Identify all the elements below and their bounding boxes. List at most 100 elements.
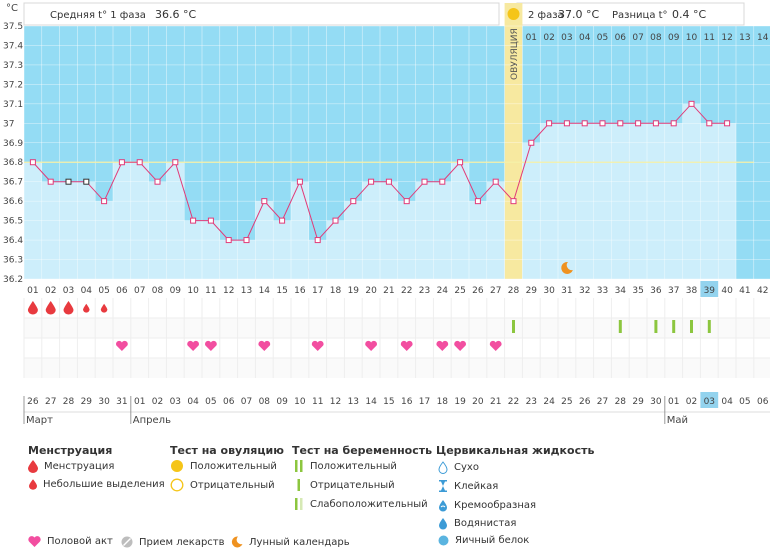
cycle-day-label: 29 xyxy=(526,286,538,296)
y-tick-label: 37.1 xyxy=(3,100,23,110)
temperature-point xyxy=(635,120,642,127)
cycle-day-label: 18 xyxy=(330,286,342,296)
temperature-difference-label: Разница t° xyxy=(612,10,668,21)
temperature-point xyxy=(385,178,392,185)
calendar-date-label: 03 xyxy=(704,397,715,407)
legend-item-ovulation-negative: Отрицательный xyxy=(170,478,275,492)
temperature-point xyxy=(83,178,90,185)
cycle-day-label: 33 xyxy=(597,286,608,296)
temperature-bar xyxy=(433,181,452,279)
y-tick-label: 36.5 xyxy=(3,217,23,227)
test-strip-icon xyxy=(512,320,515,333)
calendar-date-label: 29 xyxy=(632,397,644,407)
legend-item-ovulation-positive: Положительный xyxy=(170,459,277,473)
temperature-point xyxy=(65,178,72,185)
calendar-date-label: 21 xyxy=(490,397,501,407)
calendar-date-label: 02 xyxy=(152,397,163,407)
y-tick-label: 37.5 xyxy=(3,22,23,32)
temperature-point xyxy=(492,178,499,185)
calendar-date-label: 25 xyxy=(561,397,572,407)
temperature-bar xyxy=(77,181,96,279)
weak-stripe-icon xyxy=(295,498,303,510)
temperature-bar xyxy=(522,142,541,279)
blood-drop-icon xyxy=(45,301,56,315)
heart-icon xyxy=(205,340,217,351)
single-stripe-icon xyxy=(297,479,300,491)
temperature-point xyxy=(261,198,268,205)
ovulation-sun-icon xyxy=(507,8,520,20)
temperature-bar xyxy=(486,181,505,279)
temperature-bar xyxy=(682,103,701,279)
phase2-day-label: 06 xyxy=(615,33,627,43)
cycle-day-label: 35 xyxy=(632,286,643,296)
cycle-day-label: 13 xyxy=(241,286,252,296)
symptom-row xyxy=(24,298,770,318)
legend-item-cf-watery: Водянистая xyxy=(438,517,516,530)
calendar-date-label: 11 xyxy=(312,397,323,407)
phase2-average-value: 37.0 °C xyxy=(558,8,599,21)
legend-title-ovulation-test: Тест на овуляцию xyxy=(170,444,284,457)
pill-icon xyxy=(121,536,133,548)
legend-label-cf-watery: Водянистая xyxy=(454,518,517,529)
temperature-bar xyxy=(362,181,380,279)
month-label: Март xyxy=(26,415,53,426)
heart-icon xyxy=(436,340,449,351)
temperature-point xyxy=(225,237,232,244)
double-stripe-icon xyxy=(295,460,303,472)
temperature-point xyxy=(457,159,464,166)
cycle-day-label: 41 xyxy=(739,286,750,296)
temperature-point xyxy=(314,237,321,244)
legend-item-cf-sticky: Клейкая xyxy=(438,480,498,492)
calendar-date-label: 27 xyxy=(45,397,56,407)
phase2-day-label: 11 xyxy=(704,33,715,43)
legend-item-pregnancy-weak: Слабоположительный xyxy=(294,498,428,510)
cycle-day-label: 20 xyxy=(365,286,377,296)
legend-label-spotting: Небольшие выделения xyxy=(43,479,165,490)
temperature-point xyxy=(154,178,161,185)
cycle-day-label: 27 xyxy=(490,286,501,296)
phase2-day-label: 05 xyxy=(597,33,608,43)
phase2-day-label: 04 xyxy=(579,33,591,43)
legend-label-medication: Прием лекарств xyxy=(139,536,225,548)
temperature-bar xyxy=(380,181,398,279)
heart-icon xyxy=(187,340,199,351)
temperature-point xyxy=(190,217,197,224)
cycle-day-label: 15 xyxy=(276,286,287,296)
calendar-date-label: 26 xyxy=(27,397,39,407)
calendar-date-label: 31 xyxy=(116,397,127,407)
temperature-point xyxy=(279,217,286,224)
calendar-date-label: 23 xyxy=(526,397,537,407)
temperature-point xyxy=(172,159,179,166)
symptom-row xyxy=(24,358,770,378)
heart-icon xyxy=(258,340,271,351)
cycle-day-label: 07 xyxy=(134,286,145,296)
current-day-highlight xyxy=(700,281,719,297)
legend-item-pregnancy-negative: Отрицательный xyxy=(294,479,395,491)
calendar-date-label: 16 xyxy=(401,397,413,407)
symptom-row xyxy=(24,338,770,358)
heart-icon xyxy=(489,340,502,351)
y-tick-label: 36.6 xyxy=(3,197,23,207)
current-date-highlight xyxy=(700,392,719,408)
temperature-point xyxy=(403,198,410,205)
temperature-point xyxy=(599,120,606,127)
cycle-day-label: 22 xyxy=(401,286,412,296)
legend-label-menstruation: Менструация xyxy=(44,461,115,472)
calendar-date-label: 17 xyxy=(419,397,430,407)
temperature-point xyxy=(688,100,695,107)
calendar-date-label: 28 xyxy=(615,397,627,407)
ovulation-label: ОВУЛЯЦИЯ xyxy=(510,28,520,80)
test-strip-icon xyxy=(690,320,693,333)
phase2-average-label: 2 фаза xyxy=(528,10,564,21)
temperature-point xyxy=(350,198,357,205)
temperature-bar xyxy=(41,181,60,279)
hourglass-icon xyxy=(439,480,447,492)
legend-item-menstruation: Менструация xyxy=(28,460,114,473)
temperature-point xyxy=(47,178,54,185)
cycle-day-label: 21 xyxy=(383,286,394,296)
calendar-date-label: 14 xyxy=(365,397,377,407)
calendar-date-label: 27 xyxy=(597,397,608,407)
cycle-day-label: 06 xyxy=(116,286,128,296)
header-phase1 xyxy=(23,2,500,26)
temperature-bar xyxy=(184,220,202,279)
